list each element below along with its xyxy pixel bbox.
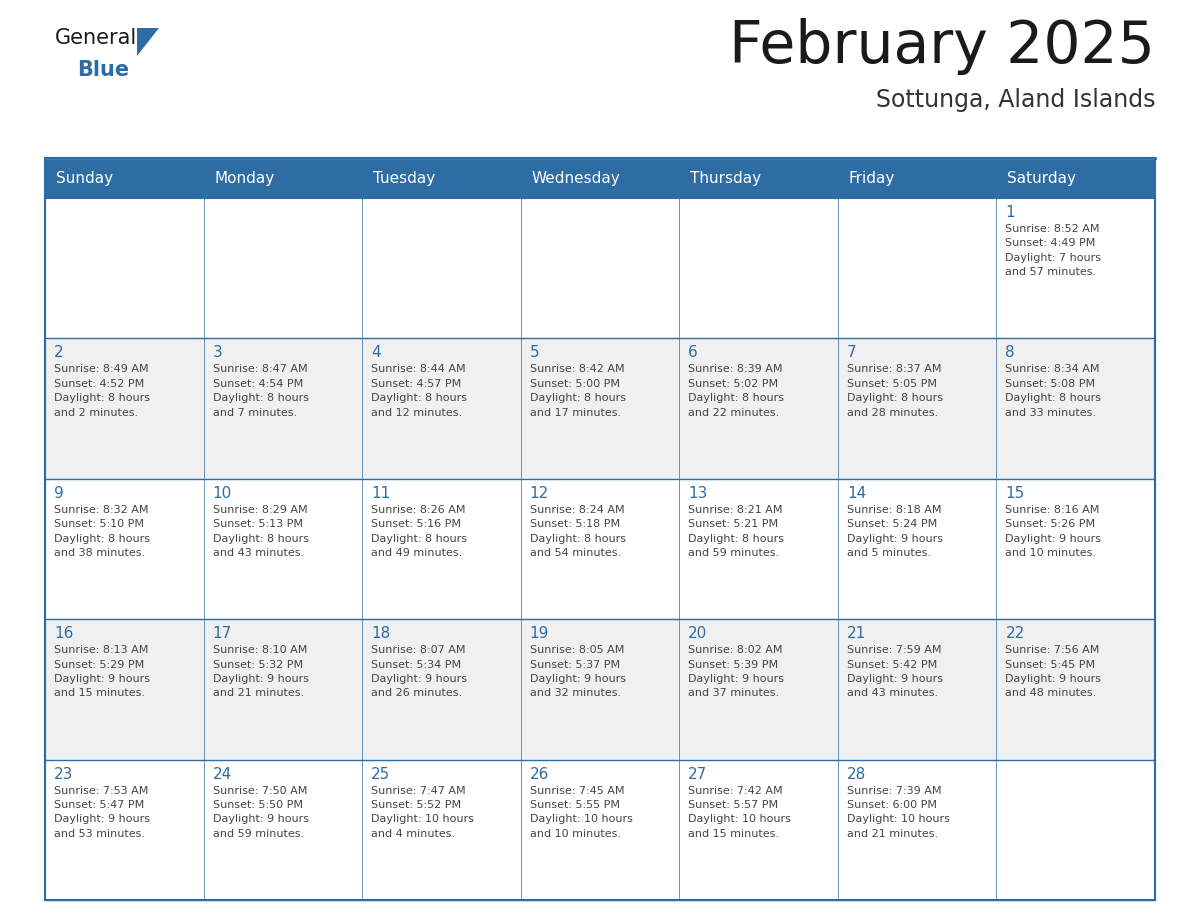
Bar (45, 479, 1155, 620)
Polygon shape (137, 28, 159, 56)
Text: 21: 21 (847, 626, 866, 641)
Text: 5: 5 (530, 345, 539, 361)
Text: Sunrise: 8:37 AM
Sunset: 5:05 PM
Daylight: 8 hours
and 28 minutes.: Sunrise: 8:37 AM Sunset: 5:05 PM Dayligh… (847, 364, 943, 418)
Text: General: General (55, 28, 138, 48)
Text: Sunrise: 8:16 AM
Sunset: 5:26 PM
Daylight: 9 hours
and 10 minutes.: Sunrise: 8:16 AM Sunset: 5:26 PM Dayligh… (1005, 505, 1101, 558)
Bar (45, 759, 1155, 900)
Text: 9: 9 (53, 486, 64, 501)
Text: Sunrise: 7:56 AM
Sunset: 5:45 PM
Daylight: 9 hours
and 48 minutes.: Sunrise: 7:56 AM Sunset: 5:45 PM Dayligh… (1005, 645, 1101, 699)
Text: Sunrise: 8:10 AM
Sunset: 5:32 PM
Daylight: 9 hours
and 21 minutes.: Sunrise: 8:10 AM Sunset: 5:32 PM Dayligh… (213, 645, 309, 699)
Text: Thursday: Thursday (690, 172, 762, 186)
Text: 28: 28 (847, 767, 866, 781)
Text: Sunday: Sunday (56, 172, 113, 186)
Text: Sunrise: 8:39 AM
Sunset: 5:02 PM
Daylight: 8 hours
and 22 minutes.: Sunrise: 8:39 AM Sunset: 5:02 PM Dayligh… (688, 364, 784, 418)
Text: 18: 18 (371, 626, 391, 641)
Text: 27: 27 (688, 767, 708, 781)
Text: Sunrise: 7:47 AM
Sunset: 5:52 PM
Daylight: 10 hours
and 4 minutes.: Sunrise: 7:47 AM Sunset: 5:52 PM Dayligh… (371, 786, 474, 839)
Text: Sunrise: 8:49 AM
Sunset: 4:52 PM
Daylight: 8 hours
and 2 minutes.: Sunrise: 8:49 AM Sunset: 4:52 PM Dayligh… (53, 364, 150, 418)
Text: 13: 13 (688, 486, 708, 501)
Text: 15: 15 (1005, 486, 1025, 501)
Text: Sunrise: 8:47 AM
Sunset: 4:54 PM
Daylight: 8 hours
and 7 minutes.: Sunrise: 8:47 AM Sunset: 4:54 PM Dayligh… (213, 364, 309, 418)
Text: Sunrise: 8:02 AM
Sunset: 5:39 PM
Daylight: 9 hours
and 37 minutes.: Sunrise: 8:02 AM Sunset: 5:39 PM Dayligh… (688, 645, 784, 699)
Text: 20: 20 (688, 626, 708, 641)
Text: 7: 7 (847, 345, 857, 361)
Text: 19: 19 (530, 626, 549, 641)
Bar (45, 158, 1155, 900)
Text: 26: 26 (530, 767, 549, 781)
Text: 1: 1 (1005, 205, 1015, 220)
Text: Sunrise: 7:39 AM
Sunset: 6:00 PM
Daylight: 10 hours
and 21 minutes.: Sunrise: 7:39 AM Sunset: 6:00 PM Dayligh… (847, 786, 949, 839)
Text: Sunrise: 8:21 AM
Sunset: 5:21 PM
Daylight: 8 hours
and 59 minutes.: Sunrise: 8:21 AM Sunset: 5:21 PM Dayligh… (688, 505, 784, 558)
Text: 23: 23 (53, 767, 74, 781)
Text: Sunrise: 8:26 AM
Sunset: 5:16 PM
Daylight: 8 hours
and 49 minutes.: Sunrise: 8:26 AM Sunset: 5:16 PM Dayligh… (371, 505, 467, 558)
Bar (45, 198, 1155, 339)
Text: 17: 17 (213, 626, 232, 641)
Text: Sunrise: 7:45 AM
Sunset: 5:55 PM
Daylight: 10 hours
and 10 minutes.: Sunrise: 7:45 AM Sunset: 5:55 PM Dayligh… (530, 786, 632, 839)
Text: Sunrise: 8:29 AM
Sunset: 5:13 PM
Daylight: 8 hours
and 43 minutes.: Sunrise: 8:29 AM Sunset: 5:13 PM Dayligh… (213, 505, 309, 558)
Text: Sunrise: 8:13 AM
Sunset: 5:29 PM
Daylight: 9 hours
and 15 minutes.: Sunrise: 8:13 AM Sunset: 5:29 PM Dayligh… (53, 645, 150, 699)
Text: 25: 25 (371, 767, 391, 781)
Text: 16: 16 (53, 626, 74, 641)
Text: Monday: Monday (215, 172, 274, 186)
Text: Sunrise: 8:52 AM
Sunset: 4:49 PM
Daylight: 7 hours
and 57 minutes.: Sunrise: 8:52 AM Sunset: 4:49 PM Dayligh… (1005, 224, 1101, 277)
Text: 2: 2 (53, 345, 64, 361)
Text: Sunrise: 7:59 AM
Sunset: 5:42 PM
Daylight: 9 hours
and 43 minutes.: Sunrise: 7:59 AM Sunset: 5:42 PM Dayligh… (847, 645, 943, 699)
Text: Wednesday: Wednesday (532, 172, 620, 186)
Text: 6: 6 (688, 345, 699, 361)
Text: 22: 22 (1005, 626, 1025, 641)
Text: 10: 10 (213, 486, 232, 501)
Bar (45, 339, 1155, 479)
Text: Sunrise: 7:42 AM
Sunset: 5:57 PM
Daylight: 10 hours
and 15 minutes.: Sunrise: 7:42 AM Sunset: 5:57 PM Dayligh… (688, 786, 791, 839)
Text: 4: 4 (371, 345, 381, 361)
Text: Sunrise: 8:05 AM
Sunset: 5:37 PM
Daylight: 9 hours
and 32 minutes.: Sunrise: 8:05 AM Sunset: 5:37 PM Dayligh… (530, 645, 626, 699)
Text: Sunrise: 8:18 AM
Sunset: 5:24 PM
Daylight: 9 hours
and 5 minutes.: Sunrise: 8:18 AM Sunset: 5:24 PM Dayligh… (847, 505, 943, 558)
Text: Sunrise: 8:44 AM
Sunset: 4:57 PM
Daylight: 8 hours
and 12 minutes.: Sunrise: 8:44 AM Sunset: 4:57 PM Dayligh… (371, 364, 467, 418)
Text: 24: 24 (213, 767, 232, 781)
Text: Sunrise: 7:50 AM
Sunset: 5:50 PM
Daylight: 9 hours
and 59 minutes.: Sunrise: 7:50 AM Sunset: 5:50 PM Dayligh… (213, 786, 309, 839)
Text: Friday: Friday (849, 172, 896, 186)
Bar (45, 160, 1155, 198)
Text: Sunrise: 8:34 AM
Sunset: 5:08 PM
Daylight: 8 hours
and 33 minutes.: Sunrise: 8:34 AM Sunset: 5:08 PM Dayligh… (1005, 364, 1101, 418)
Text: Sottunga, Aland Islands: Sottunga, Aland Islands (876, 88, 1155, 112)
Text: Saturday: Saturday (1007, 172, 1076, 186)
Text: Tuesday: Tuesday (373, 172, 435, 186)
Text: Sunrise: 8:42 AM
Sunset: 5:00 PM
Daylight: 8 hours
and 17 minutes.: Sunrise: 8:42 AM Sunset: 5:00 PM Dayligh… (530, 364, 626, 418)
Text: 14: 14 (847, 486, 866, 501)
Text: 11: 11 (371, 486, 391, 501)
Text: 8: 8 (1005, 345, 1015, 361)
Text: Sunrise: 8:24 AM
Sunset: 5:18 PM
Daylight: 8 hours
and 54 minutes.: Sunrise: 8:24 AM Sunset: 5:18 PM Dayligh… (530, 505, 626, 558)
Text: Sunrise: 8:07 AM
Sunset: 5:34 PM
Daylight: 9 hours
and 26 minutes.: Sunrise: 8:07 AM Sunset: 5:34 PM Dayligh… (371, 645, 467, 699)
Text: 3: 3 (213, 345, 222, 361)
Text: February 2025: February 2025 (729, 18, 1155, 75)
Text: 12: 12 (530, 486, 549, 501)
Bar (45, 620, 1155, 759)
Text: Sunrise: 8:32 AM
Sunset: 5:10 PM
Daylight: 8 hours
and 38 minutes.: Sunrise: 8:32 AM Sunset: 5:10 PM Dayligh… (53, 505, 150, 558)
Text: Sunrise: 7:53 AM
Sunset: 5:47 PM
Daylight: 9 hours
and 53 minutes.: Sunrise: 7:53 AM Sunset: 5:47 PM Dayligh… (53, 786, 150, 839)
Text: Blue: Blue (77, 60, 129, 80)
